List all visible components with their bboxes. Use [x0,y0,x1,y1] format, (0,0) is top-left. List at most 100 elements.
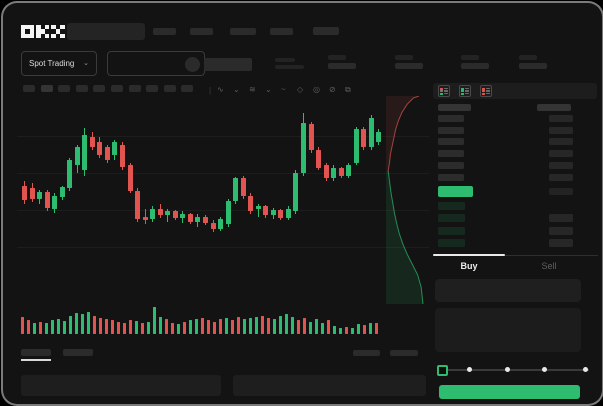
ask-size[interactable] [549,150,573,158]
volume-bar [195,319,199,334]
volume-bar [339,327,343,334]
draw-icon[interactable]: ◇ [297,85,304,94]
order-price-field[interactable] [435,279,581,302]
timeframe-slot-2[interactable] [40,85,53,92]
volume-bar [261,315,265,334]
slider-handle[interactable] [437,365,448,376]
timeframe-slot-3[interactable] [58,85,71,92]
tab-sell[interactable]: Sell [513,258,585,273]
timeframe-slot-6[interactable] [111,85,123,92]
nav-item-1[interactable] [153,28,176,35]
book-bids-icon[interactable] [459,85,471,97]
slider-stop-75[interactable] [542,367,547,372]
timeframe-slot-5[interactable] [93,85,106,92]
chevron-down-icon[interactable]: ⌄ [265,85,272,94]
candle [157,208,163,216]
volume-bar [213,321,217,334]
bid-size[interactable] [549,238,573,247]
bid-size[interactable] [549,226,573,235]
volume-bar [351,328,355,334]
search-input[interactable] [67,23,145,40]
ask-size[interactable] [549,138,573,146]
bid-price[interactable] [438,238,465,247]
bid-size[interactable] [549,214,573,223]
nav-item-4[interactable] [270,28,293,35]
stat-label-1 [328,55,346,60]
volume-bar [279,315,283,334]
candle [218,219,224,230]
camera-icon[interactable]: ◎ [313,85,320,94]
ask-price[interactable] [438,161,464,169]
ask-price[interactable] [438,115,464,122]
fullscreen-icon[interactable]: ⧉ [345,85,351,94]
tabs-divider [433,255,598,256]
slider-stop-25[interactable] [467,367,472,372]
candle-wick [167,208,169,222]
nav-item-5[interactable] [313,27,339,35]
bottom-action-2[interactable] [390,350,418,356]
timeframe-slot-8[interactable] [146,85,159,92]
bottom-action-1[interactable] [353,350,380,356]
bid-price[interactable] [438,226,465,235]
depth-line [387,170,424,304]
candle [112,142,118,156]
ask-size[interactable] [549,126,573,134]
ask-size[interactable] [549,161,573,169]
candle [44,192,50,208]
book-asks-icon[interactable] [480,85,492,97]
candlestick-chart[interactable] [21,109,383,241]
bid-price[interactable] [438,214,465,223]
book-both-icon[interactable] [438,85,450,97]
candle [37,192,43,199]
candle [180,213,186,218]
timeframe-slot-9[interactable] [163,85,176,92]
ask-price[interactable] [438,138,464,146]
indicator-icon[interactable]: ∿ [217,85,224,94]
volume-bar [273,319,277,334]
slider-stop-50[interactable] [505,367,510,372]
depth-line [387,96,420,171]
tab-buy[interactable]: Buy [433,258,505,273]
timeframe-slot-7[interactable] [128,85,141,92]
timeframe-slot-4[interactable] [75,85,88,92]
history-panel[interactable] [233,375,426,396]
orders-panel[interactable] [21,375,221,396]
volume-bar [21,316,25,334]
candle [210,222,216,230]
bottom-tab-1[interactable] [21,349,51,356]
candle [104,147,110,161]
chart-type-icon[interactable]: ≋ [249,85,256,94]
volume-bar [285,314,289,334]
volume-bar [297,320,301,334]
amount-slider-track[interactable] [441,369,589,371]
market-type-selector[interactable]: Spot Trading ⌄ [21,51,97,76]
ask-price[interactable] [438,173,464,181]
nav-item-2[interactable] [190,28,213,35]
timeframe-slot-1[interactable] [23,85,35,92]
candle [248,196,254,212]
ask-price[interactable] [438,126,464,134]
volume-bar [87,312,91,334]
slider-stop-100[interactable] [583,367,588,372]
gridline [17,247,429,248]
last-price-badge[interactable] [438,186,473,197]
nav-item-3[interactable] [230,28,256,35]
volume-bar [267,318,271,334]
volume-bar [375,323,379,334]
chevron-down-icon[interactable]: ⌄ [233,85,240,94]
line-tool-icon[interactable]: ~ [281,85,286,94]
hide-icon[interactable]: ⊘ [329,85,336,94]
volume-chart[interactable] [21,303,381,334]
volume-bar [57,319,61,334]
depth-chart[interactable] [382,96,431,304]
buy-submit-button[interactable] [439,385,580,399]
bottom-tab-2[interactable] [63,349,93,356]
ask-size[interactable] [549,173,573,181]
ask-price[interactable] [438,150,464,158]
timeframe-slot-10[interactable] [181,85,194,92]
order-amount-field[interactable] [435,308,581,352]
okx-logo-icon[interactable] [21,25,65,39]
ask-size[interactable] [549,115,573,122]
volume-bar [345,327,349,334]
bid-price[interactable] [438,202,465,210]
